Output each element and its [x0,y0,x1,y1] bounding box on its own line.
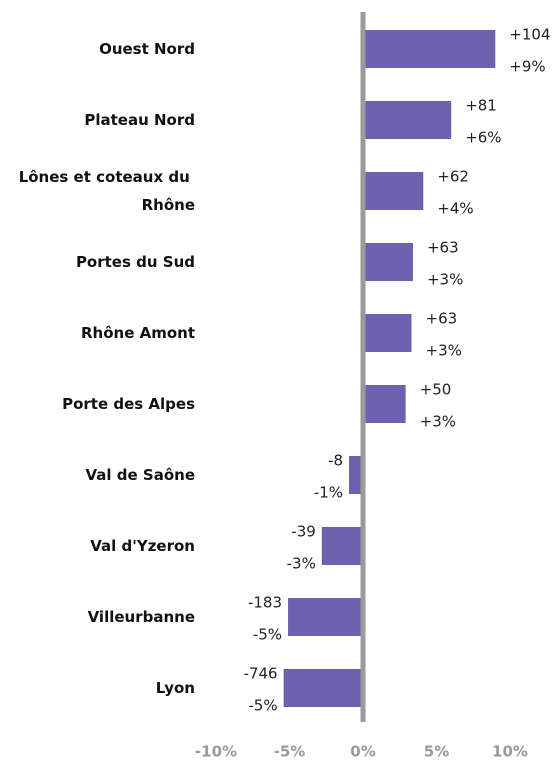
x-tick-label: 10% [492,743,528,761]
x-tick-label: -5% [274,743,306,761]
category-label: Villeurbanne [88,608,195,626]
bar [321,527,363,565]
category-label: Val de Saône [86,466,196,484]
value-label: +3% [427,271,463,289]
value-label: +6% [465,129,501,147]
x-tick-label: 0% [350,743,375,761]
bar [288,598,363,636]
change-label: +63 [426,310,458,328]
bar [349,456,363,494]
value-label: +4% [437,200,473,218]
value-label: -3% [287,555,316,573]
bar [363,101,452,139]
category-label: Lyon [156,679,195,697]
value-label: -1% [314,484,343,502]
change-label: +104 [509,26,550,44]
change-label: -8 [328,452,343,470]
x-tick-label: 5% [424,743,449,761]
value-label: +3% [426,342,462,360]
change-label: -746 [244,665,278,683]
value-label: -5% [248,697,277,715]
category-label: Rhône Amont [81,324,195,342]
bar [363,385,406,423]
value-label: +3% [420,413,456,431]
bar [363,30,496,68]
bar [363,314,412,352]
change-label: -39 [291,523,316,541]
x-tick-label: -10% [195,743,237,761]
category-label: Plateau Nord [84,111,195,129]
value-label: +9% [509,58,545,76]
bar [363,243,413,281]
category-label: Portes du Sud [76,253,195,271]
change-label: +81 [465,97,497,115]
category-label: Porte des Alpes [62,395,195,413]
category-label: Lônes et coteaux du Rhône [19,168,195,214]
change-label: +63 [427,239,459,257]
change-label: +50 [420,381,452,399]
bar [283,669,363,707]
value-label: -5% [253,626,282,644]
category-label: Ouest Nord [99,40,195,58]
change-label: -183 [248,594,282,612]
category-label: Val d'Yzeron [90,537,195,555]
bar [363,172,424,210]
change-label: +62 [437,168,469,186]
